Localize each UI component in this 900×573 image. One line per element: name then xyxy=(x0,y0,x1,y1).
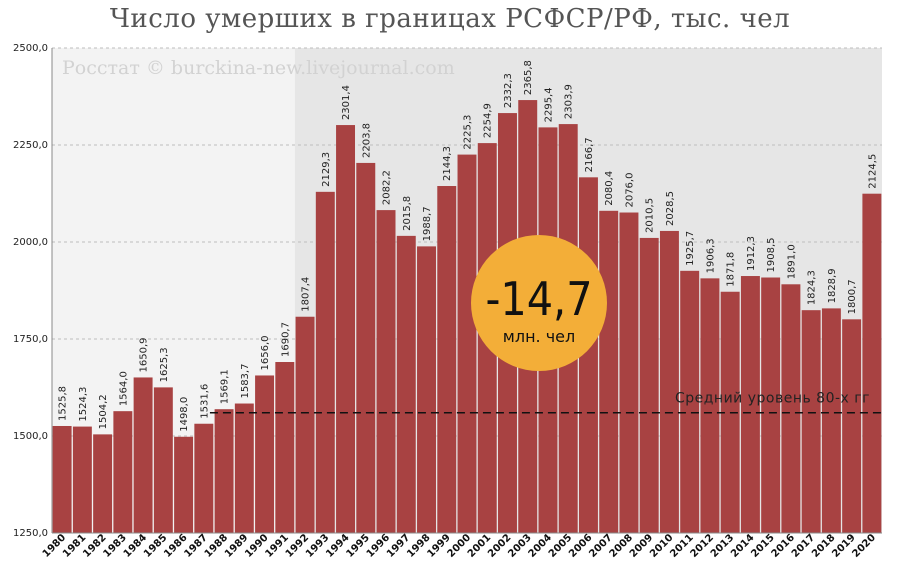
bar xyxy=(437,186,457,533)
bar-value-label: 1498,0 xyxy=(179,397,190,432)
bar xyxy=(194,423,214,533)
bar-value-label: 1531,6 xyxy=(199,384,210,419)
bar-value-label: 1908,5 xyxy=(766,238,777,273)
bar-value-label: 1906,3 xyxy=(705,238,716,273)
bar-value-label: 2365,8 xyxy=(523,60,534,95)
bar-value-label: 1583,7 xyxy=(240,364,251,399)
bar-value-label: 1656,0 xyxy=(260,335,271,370)
bar xyxy=(599,210,619,533)
bar-value-label: 1828,9 xyxy=(827,268,838,303)
bar-value-label: 2010,5 xyxy=(645,198,656,233)
bar-value-label: 2303,9 xyxy=(564,84,575,119)
bar xyxy=(153,387,173,533)
badge: -14,7 млн. чел xyxy=(471,235,607,371)
bar xyxy=(133,377,153,533)
bar xyxy=(295,316,315,533)
bar-value-label: 1625,3 xyxy=(159,347,170,382)
bar xyxy=(52,425,72,533)
chart-title: Число умерших в границах РСФСР/РФ, тыс. … xyxy=(109,4,791,34)
bar-value-label: 1524,3 xyxy=(78,387,89,422)
bar-value-label: 2203,8 xyxy=(361,123,372,158)
bar xyxy=(174,436,194,533)
bar-value-label: 1988,7 xyxy=(422,206,433,241)
bar-value-label: 2082,2 xyxy=(382,170,393,205)
bar xyxy=(761,277,781,533)
badge-circle xyxy=(471,235,607,371)
watermark-text: Росстат © burckina-new.livejournal.com xyxy=(62,57,455,79)
bars xyxy=(52,100,882,534)
bar xyxy=(619,212,639,533)
bar-value-label: 1824,3 xyxy=(807,270,818,305)
x-tick-label: 2020 xyxy=(851,532,878,559)
bar-value-label: 1525,8 xyxy=(58,386,69,421)
bar-value-label: 1891,0 xyxy=(786,244,797,279)
bar xyxy=(113,411,133,533)
y-tick-label: 1750,0 xyxy=(13,334,48,345)
bar-value-label: 2015,8 xyxy=(402,196,413,231)
bar xyxy=(234,403,254,533)
bar xyxy=(680,270,700,533)
bar-value-label: 2144,3 xyxy=(442,146,453,181)
bar-value-label: 2129,3 xyxy=(321,152,332,187)
bar xyxy=(356,162,376,533)
bar xyxy=(214,409,234,533)
bar xyxy=(336,125,356,534)
bar-value-label: 2124,5 xyxy=(867,154,878,189)
bar xyxy=(376,210,396,534)
bar-value-label: 1504,2 xyxy=(98,394,109,429)
y-tick-label: 1250,0 xyxy=(13,528,48,539)
bar xyxy=(781,284,801,533)
bar xyxy=(659,230,679,533)
bar xyxy=(821,308,841,533)
bar-value-label: 2166,7 xyxy=(584,137,595,172)
bar-value-label: 2301,4 xyxy=(341,85,352,120)
bar xyxy=(315,191,335,533)
y-axis: 1250,0 1500,0 1750,0 2000,0 2250,0 2500,0 xyxy=(13,43,53,539)
bar-value-label: 1800,7 xyxy=(847,279,858,314)
bar-value-label: 2332,3 xyxy=(503,73,514,108)
bar-value-label: 2225,3 xyxy=(463,115,474,150)
bar xyxy=(740,276,760,533)
bar xyxy=(255,375,275,533)
bar-value-labels: 1525,8 1524,3 1504,2 1564,0 1650,9 1625,3 1498… xyxy=(58,60,879,432)
bar-value-label: 1650,9 xyxy=(139,337,150,372)
bar-value-label: 1912,3 xyxy=(746,236,757,271)
bar-value-label: 1690,7 xyxy=(280,322,291,357)
reference-line-group: Средний уровень 80-х гг xyxy=(209,391,882,414)
badge-value: -14,7 xyxy=(485,272,592,326)
plot-background-left xyxy=(52,48,295,533)
x-axis: 1980198119821983198419851986198719881989… xyxy=(41,532,882,560)
bar xyxy=(72,426,92,533)
bar-value-label: 1807,4 xyxy=(301,277,312,312)
bar-value-label: 2080,4 xyxy=(604,171,615,206)
bar xyxy=(275,362,295,533)
bar xyxy=(842,319,862,533)
bar-value-label: 2028,5 xyxy=(665,191,676,226)
bar xyxy=(700,278,720,533)
reference-line-label: Средний уровень 80-х гг xyxy=(675,391,870,407)
bar-value-label: 2076,0 xyxy=(624,173,635,208)
bar-value-label: 1569,1 xyxy=(220,369,231,404)
badge-unit: млн. чел xyxy=(503,327,575,346)
bar-value-label: 2254,9 xyxy=(483,103,494,138)
y-tick-label: 1500,0 xyxy=(13,431,48,442)
bar xyxy=(417,246,436,533)
bar-value-label: 1871,8 xyxy=(726,252,737,287)
bar-value-label: 1925,7 xyxy=(685,231,696,266)
bar xyxy=(801,310,821,533)
bar xyxy=(639,237,659,533)
bar-value-label: 2295,4 xyxy=(543,87,554,122)
y-tick-label: 2000,0 xyxy=(13,237,48,248)
bar xyxy=(93,434,113,533)
y-tick-label: 2500,0 xyxy=(13,43,48,54)
bar-value-label: 1564,0 xyxy=(118,371,129,406)
bar xyxy=(862,193,882,533)
y-tick-label: 2250,0 xyxy=(13,140,48,151)
bar xyxy=(457,154,477,533)
bar xyxy=(396,235,416,533)
